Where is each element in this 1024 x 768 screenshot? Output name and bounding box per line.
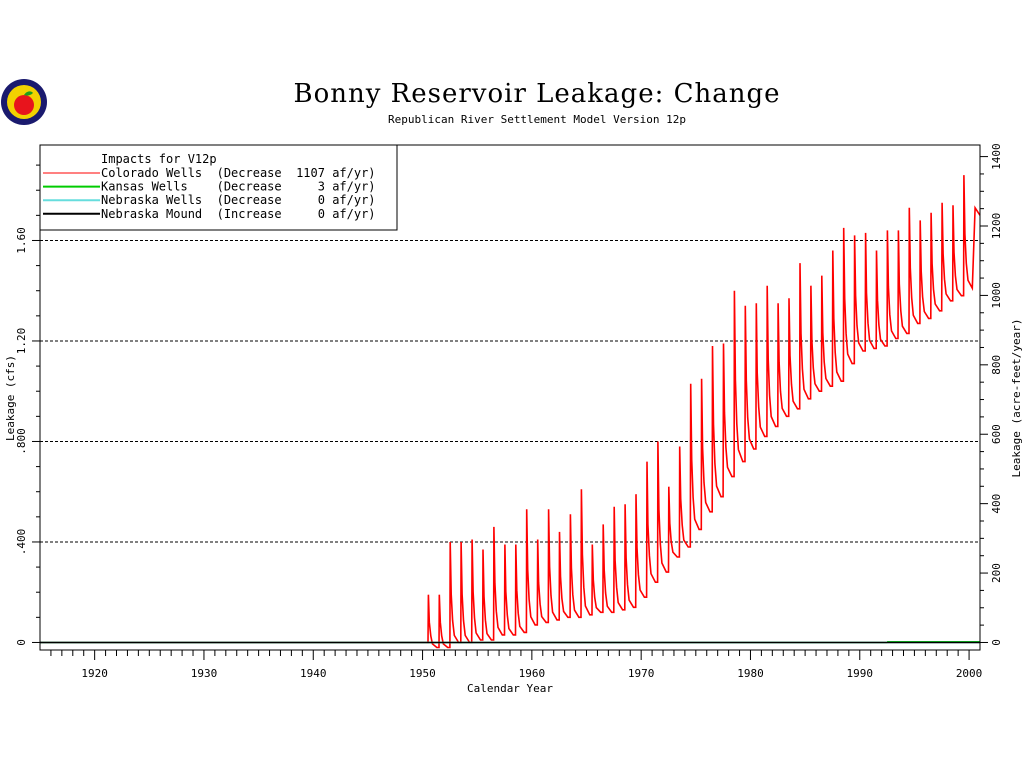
legend-entries: Colorado Wells (Decrease 1107 af/yr)Kans… <box>43 166 376 221</box>
y-tick-label: .400 <box>15 529 28 556</box>
x-tick-label: 1970 <box>628 667 655 680</box>
y2-tick-label: 1000 <box>990 282 1003 309</box>
y2-axis-label: Leakage (acre-feet/year) <box>1010 319 1023 478</box>
y2-tick-label: 600 <box>990 424 1003 444</box>
y-axis-label: Leakage (cfs) <box>4 355 17 441</box>
legend-entry-text: Nebraska Wells (Decrease 0 af/yr) <box>101 193 376 207</box>
series-line-colorado-wells <box>40 175 981 649</box>
gridlines <box>40 239 980 543</box>
y-axis-left: 0 .400 .800 1.20 1.60 <box>15 164 40 646</box>
y-tick-label: .800 <box>15 428 28 455</box>
y2-tick-label: 1400 <box>990 143 1003 170</box>
chart-title: Bonny Reservoir Leakage: Change <box>293 79 780 109</box>
apple-logo-icon <box>1 79 47 125</box>
chart-subtitle: Republican River Settlement Model Versio… <box>388 113 686 126</box>
y-tick-label: 0 <box>15 639 28 646</box>
legend-entry-text: Colorado Wells (Decrease 1107 af/yr) <box>101 166 376 180</box>
x-tick-label: 1980 <box>737 667 764 680</box>
x-tick-label: 1950 <box>409 667 436 680</box>
y2-tick-label: 400 <box>990 494 1003 514</box>
y2-tick-label: 1200 <box>990 213 1003 240</box>
y2-tick-label: 800 <box>990 355 1003 375</box>
y-axis-right: 0 200 400 600 800 1000 1200 1400 <box>980 143 1003 646</box>
x-axis-label: Calendar Year <box>467 682 553 695</box>
legend-entry-text: Kansas Wells (Decrease 3 af/yr) <box>101 180 376 194</box>
y2-tick-label: 0 <box>990 639 1003 646</box>
x-tick-label: 1960 <box>519 667 546 680</box>
x-tick-label: 1920 <box>81 667 108 680</box>
legend-heading: Impacts for V12p <box>101 152 217 166</box>
series-layer <box>40 175 981 649</box>
y-tick-label: 1.20 <box>15 328 28 355</box>
x-tick-label: 1990 <box>847 667 874 680</box>
legend-entry-text: Nebraska Mound (Increase 0 af/yr) <box>101 207 376 221</box>
x-tick-label: 1940 <box>300 667 327 680</box>
x-tick-label: 1930 <box>191 667 218 680</box>
legend: Impacts for V12p Colorado Wells (Decreas… <box>39 144 398 231</box>
y2-tick-label: 200 <box>990 563 1003 583</box>
x-tick-label: 2000 <box>956 667 983 680</box>
y-tick-label: 1.60 <box>15 227 28 254</box>
x-axis: 1920 1930 1940 1950 1960 1970 1980 1990 2000 <box>50 650 983 680</box>
